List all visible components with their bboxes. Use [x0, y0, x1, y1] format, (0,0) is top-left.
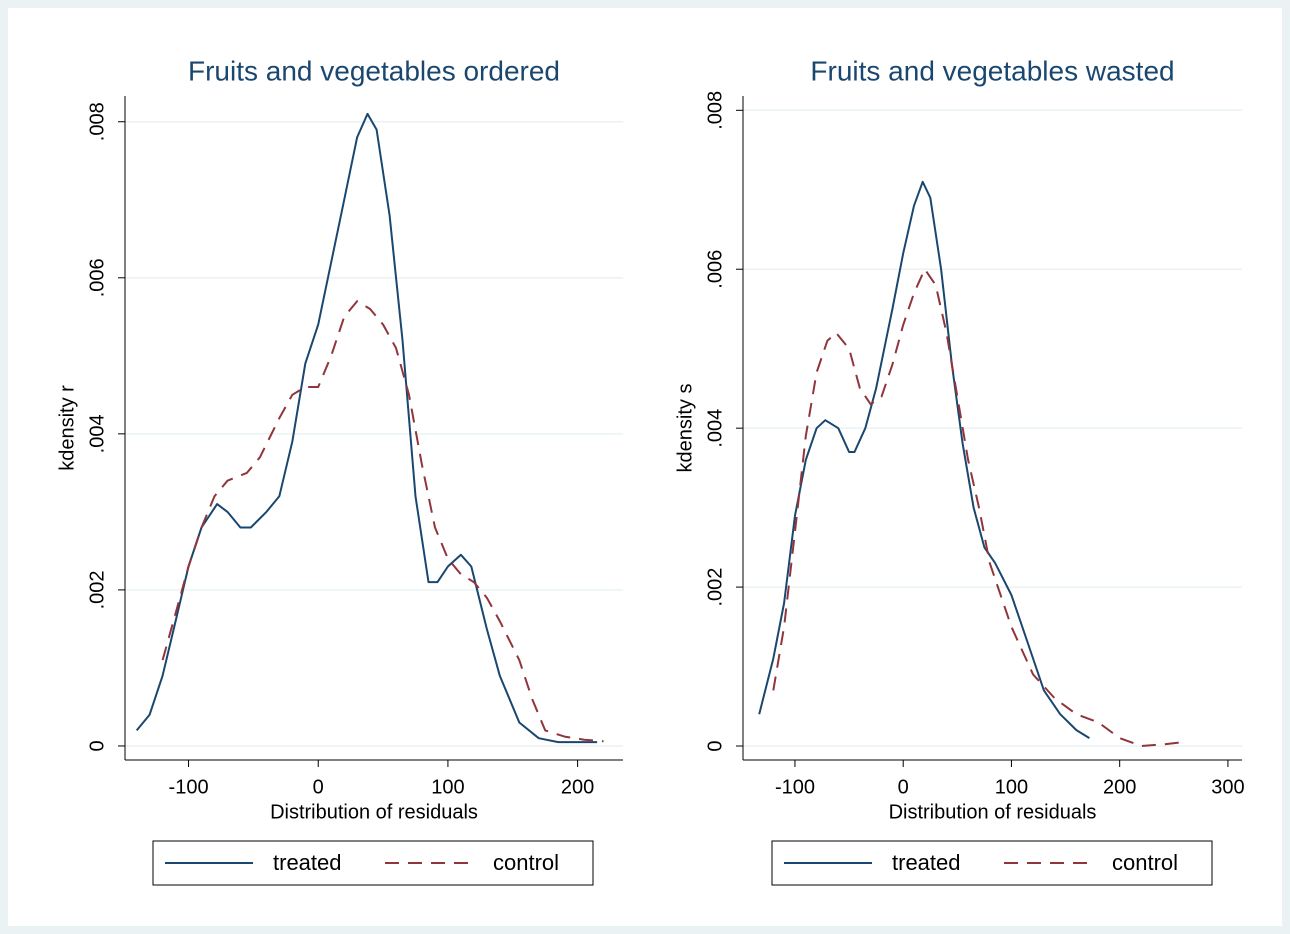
legend-label: control [493, 850, 559, 875]
series-line [772, 268, 1185, 747]
x-tick-label: 100 [431, 776, 464, 798]
legend-label: control [1112, 850, 1178, 875]
y-tick-label: .004 [86, 414, 108, 453]
x-tick-label: 0 [898, 776, 909, 798]
y-axis-label: kdensity r [56, 385, 78, 471]
x-tick-label: 100 [995, 776, 1028, 798]
y-tick-label: .008 [704, 91, 726, 130]
x-tick-label: -100 [775, 776, 815, 798]
y-tick-label: .008 [86, 102, 108, 141]
series-line [161, 300, 604, 743]
x-axis-label: Distribution of residuals [889, 801, 1097, 823]
y-tick-label: .002 [86, 570, 108, 609]
x-tick-label: 0 [313, 776, 324, 798]
x-tick-label: 200 [1103, 776, 1136, 798]
y-tick-label: 0 [704, 740, 726, 751]
series-line [135, 112, 598, 744]
y-tick-label: .002 [704, 568, 726, 607]
chart-title: Fruits and vegetables ordered [188, 55, 560, 86]
x-tick-label: 300 [1211, 776, 1244, 798]
x-tick-label: -100 [169, 776, 209, 798]
series-line [758, 180, 1090, 739]
y-tick-label: .006 [704, 250, 726, 289]
x-tick-label: 200 [561, 776, 594, 798]
legend-label: treated [892, 850, 961, 875]
chart-title: Fruits and vegetables wasted [810, 55, 1174, 86]
y-tick-label: .006 [86, 258, 108, 297]
y-tick-label: .004 [704, 409, 726, 448]
x-axis-label: Distribution of residuals [270, 801, 478, 823]
legend-label: treated [273, 850, 342, 875]
panel-background [8, 8, 1282, 926]
y-axis-label: kdensity s [674, 384, 696, 473]
y-tick-label: 0 [86, 740, 108, 751]
